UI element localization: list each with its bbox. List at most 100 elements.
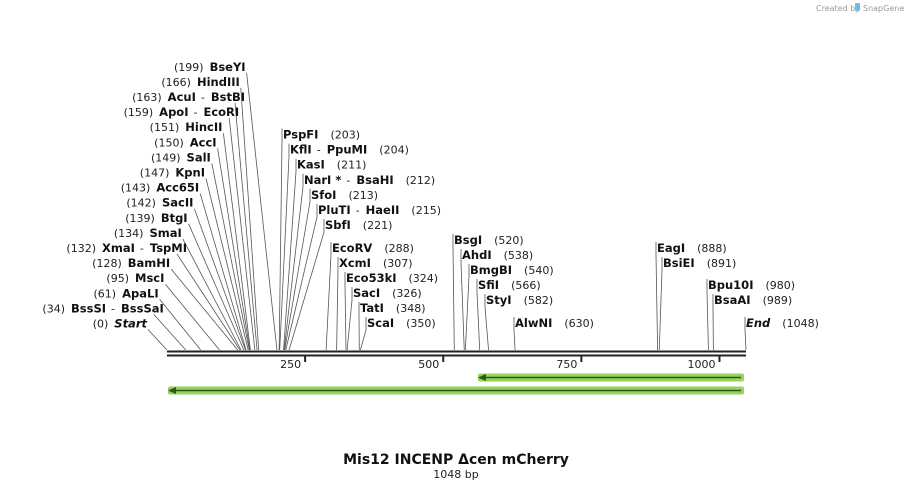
site-position: (34) [42, 302, 65, 315]
site-position: (132) [66, 242, 96, 255]
site-enzyme-name: BtgI [161, 211, 188, 225]
leader-line-xcmi [336, 257, 339, 351]
site-enzyme-name: EcoRV [332, 241, 372, 255]
site-enzyme-name: HindIII [197, 75, 240, 89]
site-position: (143) [121, 182, 151, 195]
site-enzyme-name: BstBI [211, 90, 245, 104]
site-label-start: (0) Start [93, 317, 148, 331]
site-position: (149) [151, 151, 181, 164]
leader-line-smai [182, 238, 242, 351]
site-position: (980) [765, 279, 795, 292]
site-position: (288) [384, 242, 414, 255]
site-enzyme-name: KpnI [175, 166, 205, 180]
dna-backbone [167, 350, 746, 357]
site-enzyme-name: SmaI [149, 226, 181, 240]
site-label-acci: (150) AccI [154, 135, 216, 149]
site-enzyme-name: BmgBI [470, 263, 512, 277]
leader-line-bsssi [153, 314, 187, 351]
leader-line-sfoi [284, 188, 311, 351]
site-separator: - [140, 242, 144, 255]
leader-line-apali [159, 299, 202, 351]
leader-line-eagi [655, 242, 659, 351]
site-position: (61) [94, 287, 117, 300]
site-position: (630) [564, 317, 594, 330]
site-enzyme-name: StyI [486, 293, 512, 307]
ruler-tick-label: 250 [280, 358, 301, 371]
site-enzyme-name: XmaI [102, 241, 135, 255]
leader-line-alwni [513, 317, 516, 351]
site-label-sfii: SfiI (566) [478, 278, 541, 292]
site-enzyme-name: Acc65I [156, 181, 199, 195]
features [168, 373, 744, 395]
credit-brand: SnapGene [863, 4, 904, 13]
site-position: (540) [524, 264, 554, 277]
leader-line-sbfi [288, 219, 325, 351]
site-enzyme-name: XcmI [339, 256, 371, 270]
site-enzyme-name: BamHI [128, 256, 170, 270]
site-label-pspfi: PspFI (203) [283, 128, 360, 142]
site-enzyme-name: PspFI [283, 128, 318, 142]
site-enzyme-name: KflI [290, 143, 312, 157]
site-position: (307) [383, 257, 413, 270]
leader-line-hindiii [240, 87, 260, 351]
leader-line-end [744, 317, 747, 351]
site-enzyme-name: PluTI [318, 203, 351, 217]
leader-line-acc65i [199, 193, 247, 351]
site-enzyme-name: BssSI [71, 301, 106, 315]
site-position: (324) [409, 272, 439, 285]
feature-arrowhead [477, 374, 486, 381]
site-position: (199) [174, 61, 204, 74]
site-enzyme-name: HincII [185, 120, 222, 134]
site-position: (1048) [782, 317, 819, 330]
site-label-bamhi: (128) BamHI [92, 256, 170, 270]
site-enzyme-name: AlwNI [515, 316, 552, 330]
leader-line-sacii [194, 208, 246, 351]
ruler-tick-label: 500 [418, 358, 439, 371]
leader-line-ahdi [460, 249, 465, 351]
site-position: (211) [337, 159, 367, 172]
site-position: (134) [114, 227, 144, 240]
feature-arrow-2 [168, 386, 744, 395]
site-enzyme-name: SacII [162, 196, 193, 210]
site-enzyme-name: BsiEI [663, 256, 695, 270]
site-enzyme-name: SfiI [478, 278, 499, 292]
leader-line-sfii [476, 279, 481, 351]
site-position: (989) [763, 294, 793, 307]
site-label-scai: ScaI (350) [367, 316, 436, 330]
site-label-sacii: (142) SacII [126, 196, 193, 210]
site-label-kpni: (147) KpnI [140, 166, 205, 180]
site-enzyme-name: SbfI [325, 218, 351, 232]
site-position: (213) [348, 189, 378, 202]
site-position: (203) [330, 129, 360, 142]
site-enzyme-name: SacI [353, 286, 380, 300]
site-label-end: End (1048) [746, 316, 819, 330]
site-label-ahdi: AhdI (538) [462, 248, 533, 262]
snapgene-credit: Created by SnapGene [816, 3, 904, 13]
site-label-kasi: KasI (211) [297, 158, 366, 172]
site-label-apoi: (159) ApoI - EcoRI [124, 105, 240, 119]
leader-line-kasi [283, 158, 297, 351]
leader-line-eco53ki [344, 272, 347, 351]
sequence-length: 1048 bp [433, 468, 478, 481]
site-label-tati: TatI (348) [360, 301, 426, 315]
site-label-acui: (163) AcuI - BstBI [132, 90, 245, 104]
site-label-bsssi: (34) BssSI - BssSaI [42, 301, 163, 315]
site-position: (142) [126, 197, 156, 210]
site-enzyme-name: BsaAI [714, 293, 751, 307]
leader-line-bsgi [452, 234, 455, 351]
site-label-bsgi: BsgI (520) [454, 233, 524, 247]
site-label-btgi: (139) BtgI [125, 211, 187, 225]
feature-arrowhead [168, 387, 176, 394]
site-label-saci: SacI (326) [353, 286, 422, 300]
leader-line-nari [283, 173, 304, 351]
site-position: (204) [379, 144, 409, 157]
site-enzyme-name: BsgI [454, 233, 482, 247]
site-label-eagi: EagI (888) [657, 241, 727, 255]
site-label-xmai: (132) XmaI - TspMI [66, 241, 187, 255]
site-enzyme-name: ApaLI [122, 286, 159, 300]
site-label-bsiei: BsiEI (891) [663, 256, 736, 270]
site-enzyme-name: HaeII [366, 203, 400, 217]
leader-line-ecorv [325, 242, 332, 351]
leader-line-kpni [205, 178, 249, 351]
site-position: (95) [106, 272, 129, 285]
